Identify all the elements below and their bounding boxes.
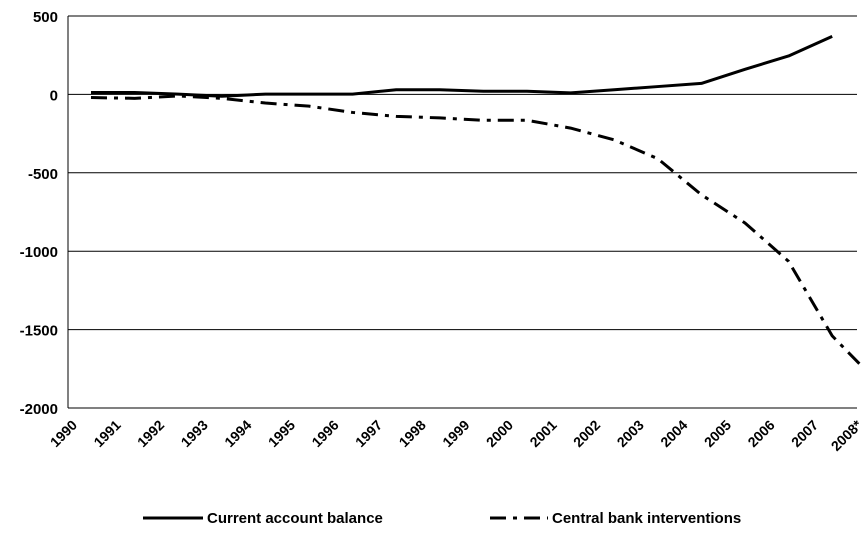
- y-axis: 500 0 -500 -1000 -1500 -2000: [20, 9, 69, 418]
- x-tick-label: 1994: [221, 417, 254, 450]
- x-tick-label: 2003: [614, 417, 647, 450]
- x-tick-label: 2005: [701, 417, 734, 450]
- series-line-1: [91, 35, 833, 98]
- x-tick-label: 1995: [265, 417, 298, 450]
- y-tick-label: -2000: [20, 401, 58, 418]
- x-tick-label: 1993: [178, 417, 211, 450]
- x-tick-label: 1998: [396, 417, 429, 450]
- x-tick-label: 2000: [483, 417, 516, 450]
- series-line-2: [90, 94, 862, 369]
- legend: Current account balance Central bank inte…: [143, 510, 741, 527]
- y-tick-label: -1000: [20, 244, 58, 261]
- x-tick-label: 2006: [744, 417, 777, 450]
- y-tick-label: 500: [33, 9, 58, 26]
- x-tick-label: 1996: [308, 417, 341, 450]
- x-tick-label: 2004: [657, 417, 690, 450]
- y-tick-label: -500: [28, 166, 58, 183]
- x-tick-label: 2008*: [828, 416, 862, 454]
- x-tick-label: 2007: [788, 417, 821, 450]
- x-tick-label: 1990: [47, 417, 80, 450]
- x-tick-label: 1992: [134, 417, 167, 450]
- x-tick-label: 2002: [570, 417, 603, 450]
- legend-label-1: Current account balance: [207, 510, 383, 527]
- x-axis: 1990 1991 1992 1993 1994 1995 1996 1997 1998 1999…: [47, 416, 862, 454]
- y-tick-label: 0: [50, 87, 58, 104]
- y-tick-label: -1500: [20, 323, 58, 340]
- x-tick-label: 2001: [526, 417, 559, 450]
- gridlines: [68, 15, 857, 409]
- x-tick-label: 1997: [352, 417, 385, 450]
- x-tick-label: 1991: [90, 417, 123, 450]
- x-tick-label: 1999: [439, 417, 472, 450]
- legend-label-2: Central bank interventions: [552, 510, 741, 527]
- series-lines: [90, 35, 862, 369]
